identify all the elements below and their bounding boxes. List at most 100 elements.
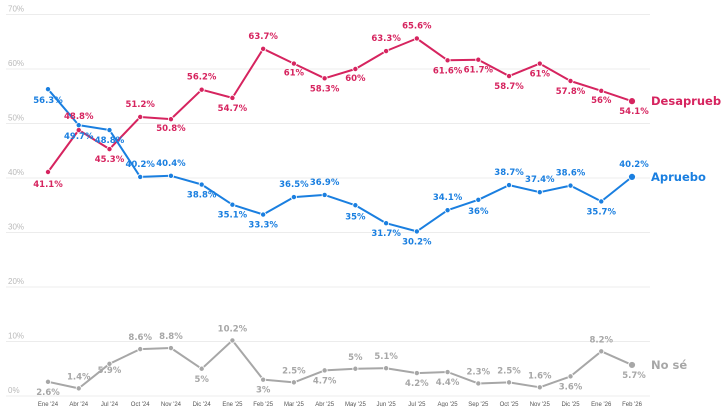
data-label: 5.7% [622,371,646,381]
data-label: 2.3% [467,367,491,377]
x-tick-label: Ene '24 [38,402,59,407]
data-label: 2.5% [497,366,521,376]
data-point [352,66,359,73]
data-point [628,173,636,181]
data-label: 50.8% [156,124,186,134]
data-point [413,228,420,235]
data-point [198,86,205,93]
data-label: 63.3% [371,34,401,44]
series-lines [45,35,636,392]
x-tick-label: Ene '25 [222,402,243,407]
data-label: 54.7% [218,104,248,114]
y-tick-label: 20% [8,277,24,286]
data-label: 61% [530,70,551,80]
data-point [321,367,328,374]
data-label: 57.8% [556,87,586,97]
data-point [628,361,636,369]
data-point [444,369,451,376]
data-label: 5% [348,353,363,363]
data-label: 49.7% [64,132,94,142]
data-point [45,169,52,176]
x-tick-label: Jun '25 [377,402,397,407]
data-label: 63.7% [248,32,278,42]
data-label: 40.2% [125,160,155,170]
data-point [383,365,390,372]
data-point [260,376,267,383]
data-point [75,385,82,392]
data-point [536,189,543,196]
y-tick-label: 30% [8,223,24,232]
series-line [47,88,633,233]
data-point [321,75,328,82]
x-tick-label: Sep '25 [468,402,489,407]
data-point [506,182,513,189]
data-label: 41.1% [33,180,63,190]
data-label: 4.4% [436,378,460,388]
y-tick-label: 70% [8,5,24,14]
data-point [137,346,144,353]
data-label: 4.7% [313,376,337,386]
data-label: 48.8% [64,112,94,122]
data-point [413,370,420,377]
data-label: 38.8% [187,191,217,201]
data-label: 8.2% [589,335,613,345]
data-point [229,201,236,208]
data-label: 51.2% [125,100,155,110]
x-tick-label: Abr '24 [69,402,88,407]
data-label: 2.6% [36,388,60,398]
data-label: 31.7% [371,229,401,239]
data-label: 2.5% [282,366,306,376]
y-tick-label: 60% [8,59,24,68]
data-label: 60% [345,74,366,84]
data-label: 40.2% [619,160,649,170]
data-label: 1.4% [67,372,91,382]
data-point [137,173,144,180]
x-tick-label: Abr '25 [315,402,334,407]
data-label: 35.7% [587,207,617,217]
data-label: 56.3% [33,96,63,106]
data-point [536,60,543,67]
data-point [198,365,205,372]
x-tick-label: Jul '25 [408,402,426,407]
data-point [383,48,390,55]
x-tick-label: Feb '25 [253,402,273,407]
data-label: 56% [591,96,612,106]
data-point [352,365,359,372]
data-label: 38.7% [494,168,524,178]
data-point [106,127,113,134]
x-tick-label: Ene '26 [591,402,612,407]
series-name-label: Apruebo [651,170,706,184]
y-tick-label: 40% [8,168,24,177]
data-label: 3% [256,386,271,396]
data-label: 36.9% [310,178,340,188]
data-label: 58.3% [310,84,340,94]
data-point [444,57,451,64]
data-point [106,360,113,367]
data-label: 1.6% [528,371,552,381]
data-point [536,384,543,391]
data-label: 45.3% [95,155,125,165]
data-point [290,60,297,67]
data-point [475,196,482,203]
data-label: 61% [284,69,305,79]
data-point [475,380,482,387]
data-point [167,345,174,352]
data-point [290,194,297,201]
data-point [137,113,144,120]
data-label: 5% [194,375,209,385]
data-label: 48.8% [95,136,125,146]
data-point [229,94,236,101]
data-point [290,379,297,386]
x-tick-label: Nov '25 [530,402,551,407]
series-name-label: No sé [651,358,687,372]
series-name-label: Desapruebo [651,94,721,108]
data-label: 4.2% [405,379,429,389]
x-tick-label: Dic '24 [193,402,212,407]
x-tick-label: Mar '25 [284,402,304,407]
x-tick-label: Feb '26 [622,402,642,407]
data-label: 35.1% [218,211,248,221]
series-line [47,339,633,390]
data-point [567,77,574,84]
y-tick-label: 0% [8,386,20,395]
